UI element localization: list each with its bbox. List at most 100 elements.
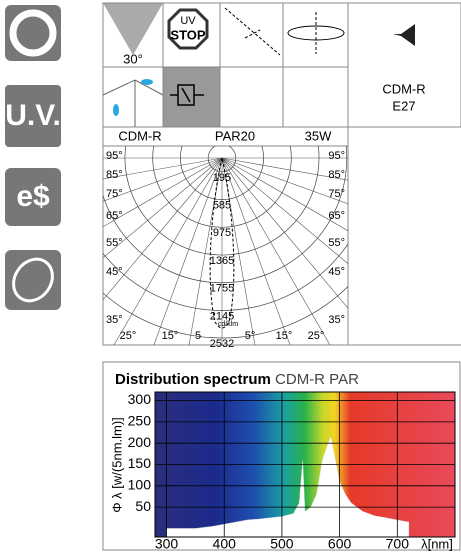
radial-line <box>103 157 223 202</box>
x-tick-label: 700 <box>386 536 410 552</box>
light-spot <box>113 104 119 116</box>
polar-power: 35W <box>305 128 332 143</box>
ring <box>103 243 348 311</box>
y-tick-label: 150 <box>128 455 152 471</box>
ring-label: 975 <box>213 227 231 239</box>
angle-label: 75° <box>328 188 345 200</box>
ring <box>103 146 348 284</box>
icons: U.V. e$ <box>5 5 61 310</box>
ring-label: 2532 <box>210 338 234 350</box>
ring <box>152 146 292 228</box>
es-icon <box>5 168 61 226</box>
spec-table: 30° UV STOP CDM-R E27 <box>102 2 461 128</box>
angle-label: 35° <box>328 314 345 326</box>
spectrum-area <box>166 435 410 538</box>
angle-label: 75° <box>106 188 123 200</box>
gray-cell <box>163 67 220 127</box>
ring-label: 1755 <box>210 283 234 295</box>
ring-label: 195 <box>213 172 231 184</box>
y-tick-label: 250 <box>128 413 152 429</box>
y-axis-label: Φ λ [w/(5nm.lm)] <box>109 417 124 513</box>
angle-label: 55° <box>106 237 123 249</box>
beam-cone <box>103 3 163 55</box>
table-lines <box>103 3 349 127</box>
y-tick-label: 100 <box>128 477 152 493</box>
angle-label: 45° <box>328 266 345 278</box>
spectrum-chart: Distribution spectrum CDM-R PAR Φ λ [w/(… <box>102 361 461 552</box>
uv-stop-sign <box>167 8 209 50</box>
radial-line <box>221 157 348 232</box>
tilt-icon <box>224 7 281 56</box>
uv-icon <box>5 85 61 147</box>
uv-text: U.V. <box>5 99 61 132</box>
angle-label: 15° <box>162 330 179 342</box>
ring-label: 1365 <box>210 255 234 267</box>
angle-label: 5° <box>245 330 256 342</box>
chart-title: Distribution spectrum <box>115 371 271 388</box>
angle-label: 15° <box>276 330 293 342</box>
lamp-type: CDM-R <box>382 81 425 96</box>
x-tick-label: 500 <box>270 536 294 552</box>
y-tick-label: 300 <box>128 391 152 407</box>
ring-label: 585 <box>213 199 231 211</box>
x-tick-label: 400 <box>213 536 237 552</box>
radial-line <box>103 157 223 228</box>
lamp-base: E27 <box>392 98 415 113</box>
beam-angle: 30° <box>123 51 143 66</box>
angle-label: 65° <box>106 210 123 222</box>
radial-line <box>221 157 331 345</box>
angle-label: 85° <box>106 169 123 181</box>
polar-reflector: PAR20 <box>215 128 255 143</box>
radial-line <box>153 157 223 345</box>
x-axis-label: λ[nm] <box>421 536 453 551</box>
angle-label: 5 <box>195 330 201 342</box>
angle-label: 95° <box>328 150 345 162</box>
polar-lamp: CDM-R <box>118 128 161 143</box>
ring-shape <box>12 257 54 303</box>
room-icon <box>102 79 164 127</box>
uv-stop: STOP <box>170 27 205 42</box>
radial-line <box>103 157 223 259</box>
chart-subtitle: CDM-R PAR <box>275 371 359 388</box>
ring <box>103 285 348 339</box>
radial-line <box>188 157 223 345</box>
ring <box>180 146 264 200</box>
polar-border <box>102 126 349 346</box>
radial-line <box>221 157 348 309</box>
angle-label: 55° <box>328 237 345 249</box>
ring <box>207 146 237 173</box>
radial-line <box>103 157 223 180</box>
x-tick-label: 600 <box>328 536 352 552</box>
light-spot <box>141 79 153 85</box>
angle-label: 85° <box>328 169 345 181</box>
polar-unit: cd/klm <box>218 321 238 328</box>
ring-label: 2145 <box>210 310 234 322</box>
angle-label: 45° <box>106 266 123 278</box>
angle-label: 35° <box>106 314 123 326</box>
x-tick-label: 300 <box>155 536 179 552</box>
ring <box>124 146 320 256</box>
es-text: e$ <box>16 180 50 213</box>
gear-icon <box>170 84 204 106</box>
radial-line <box>221 157 348 181</box>
radial-line <box>221 157 348 205</box>
radial-line <box>221 157 291 345</box>
radial-line <box>221 157 256 345</box>
angle-label: 25° <box>120 330 137 342</box>
y-tick-label: 200 <box>128 434 152 450</box>
spectrum-border <box>102 361 461 551</box>
angle-label: 95° <box>106 150 123 162</box>
spectrum-heading: Distribution spectrum CDM-R PAR <box>115 371 359 388</box>
beam-curve <box>209 157 235 329</box>
lamp-icon <box>393 24 415 46</box>
uv-stop-top: UV <box>180 15 196 27</box>
radial-line <box>113 157 223 345</box>
polar-lines <box>103 145 461 346</box>
recycle-shape <box>9 9 57 57</box>
angle-label: 65° <box>328 210 345 222</box>
y-tick-label: 50 <box>135 498 151 514</box>
angle-label: 25° <box>308 330 325 342</box>
